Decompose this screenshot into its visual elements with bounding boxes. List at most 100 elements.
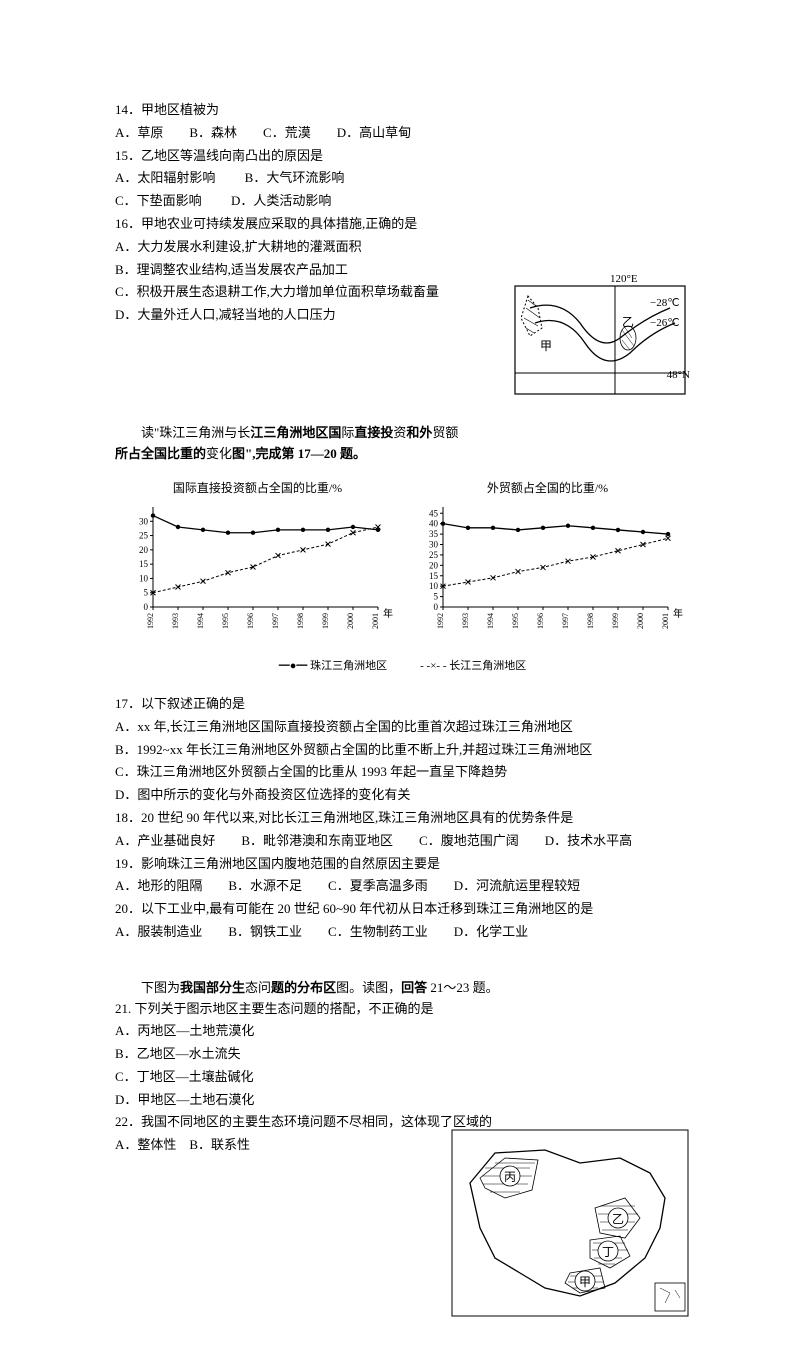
q21-stem: 21. 下列关于图示地区主要生态问题的搭配，不正确的是: [115, 999, 690, 1020]
svg-text:30: 30: [429, 539, 439, 549]
svg-text:25: 25: [429, 549, 439, 559]
isotherm-map: 120°E 48°N −28℃ −26℃ 甲 乙: [510, 268, 690, 405]
chart1-box: 国际直接投资额占全国的比重/% 302520151050199219931994…: [123, 479, 393, 643]
chart-legend: ━●━ 珠江三角洲地区 - -×- - 长江三角洲地区: [115, 658, 690, 676]
chart2-title: 外贸额占全国的比重/%: [413, 479, 683, 498]
svg-text:1994: 1994: [486, 613, 495, 629]
svg-text:1992: 1992: [146, 613, 155, 629]
svg-text:2001: 2001: [661, 613, 670, 629]
i1d: 直接投: [354, 425, 393, 440]
chart1-svg: 3025201510501992199319941995199619971998…: [123, 502, 393, 637]
svg-text:1997: 1997: [561, 613, 570, 629]
q16-stem: 16．甲地农业可持续发展应采取的具体措施,正确的是: [115, 214, 690, 235]
svg-text:1996: 1996: [536, 613, 545, 629]
map1-t2: −26℃: [650, 317, 680, 329]
map1-yi: 乙: [622, 315, 634, 329]
svg-text:1998: 1998: [586, 613, 595, 629]
map1-jia: 甲: [540, 339, 552, 353]
q18-options: A．产业基础良好 B．毗邻港澳和东南亚地区 C．腹地范围广阔 D．技术水平高: [115, 831, 690, 852]
map1-t1: −28℃: [650, 297, 680, 309]
china-map: 丙 乙 丁 甲: [450, 1128, 690, 1325]
svg-text:2000: 2000: [636, 613, 645, 629]
q15-opts-ab: A．太阳辐射影响 B．大气环流影响: [115, 168, 690, 189]
svg-text:1998: 1998: [296, 613, 305, 629]
i1e: 资: [393, 425, 406, 440]
svg-text:1993: 1993: [461, 613, 470, 629]
svg-text:15: 15: [429, 570, 439, 580]
map2-jia: 甲: [579, 1275, 591, 1289]
chart2-box: 外贸额占全国的比重/% 4540353025201510501992199319…: [413, 479, 683, 643]
q14-stem: 14．甲地区植被为: [115, 100, 690, 121]
q21-b: B．乙地区—水土流失: [115, 1044, 690, 1065]
svg-text:5: 5: [433, 591, 438, 601]
svg-text:1996: 1996: [246, 613, 255, 629]
legend-yrd: 长江三角洲地区: [449, 660, 526, 672]
svg-text:10: 10: [139, 573, 149, 583]
q15-c: C．下垫面影响: [115, 193, 202, 208]
svg-text:40: 40: [429, 518, 439, 528]
svg-text:1997: 1997: [271, 613, 280, 629]
i1a: 读"珠江三角洲与长: [115, 425, 250, 440]
svg-text:年: 年: [673, 607, 683, 620]
q19-stem: 19．影响珠江三角洲地区国内腹地范围的自然原因主要是: [115, 854, 690, 875]
svg-text:20: 20: [429, 560, 439, 570]
svg-text:1994: 1994: [196, 613, 205, 629]
q20-options: A．服装制造业 B．钢铁工业 C．生物制药工业 D．化学工业: [115, 922, 690, 943]
i2e: 的分布区: [284, 980, 336, 995]
svg-text:1999: 1999: [321, 613, 330, 629]
q15-stem: 15．乙地区等温线向南凸出的原因是: [115, 146, 690, 167]
i2c: 态问: [245, 980, 271, 995]
svg-text:25: 25: [139, 530, 149, 540]
q21-d: D．甲地区—土地石漠化: [115, 1090, 690, 1111]
svg-text:10: 10: [429, 581, 439, 591]
svg-text:2000: 2000: [346, 613, 355, 629]
q15-d: D．人类活动影响: [231, 193, 331, 208]
i2f: 图。读图，: [336, 980, 401, 995]
map2-yi: 乙: [612, 1212, 624, 1226]
svg-text:5: 5: [143, 587, 148, 597]
map1-lat: 48°N: [667, 369, 690, 381]
q17-d: D．图中所示的变化与外商投资区位选择的变化有关: [115, 785, 690, 806]
svg-text:2001: 2001: [371, 613, 380, 629]
chart1-title: 国际直接投资额占全国的比重/%: [123, 479, 393, 498]
charts-row: 国际直接投资额占全国的比重/% 302520151050199219931994…: [115, 479, 690, 643]
i2h: 21～23 题。: [427, 980, 499, 995]
svg-text:30: 30: [139, 516, 149, 526]
i1j: 图",完成第 17—20 题。: [232, 446, 366, 461]
q17-a: A．xx 年,长江三角洲地区国际直接投资额占全国的比重首次超过珠江三角洲地区: [115, 717, 690, 738]
svg-text:1995: 1995: [221, 613, 230, 629]
q17-stem: 17．以下叙述正确的是: [115, 694, 690, 715]
svg-text:1992: 1992: [436, 613, 445, 629]
i1g: 贸额: [432, 425, 458, 440]
q15-b: B．大气环流影响: [245, 170, 345, 185]
q17-b: B．1992~xx 年长江三角洲地区外贸额占全国的比重不断上升,并超过珠江三角洲…: [115, 740, 690, 761]
svg-text:15: 15: [139, 559, 149, 569]
q15-a: A．太阳辐射影响: [115, 170, 215, 185]
svg-text:年: 年: [383, 607, 393, 620]
q19-options: A．地形的阻隔 B．水源不足 C．夏季高温多雨 D．河流航运里程较短: [115, 876, 690, 897]
i1c: 际: [341, 425, 354, 440]
svg-text:35: 35: [429, 529, 439, 539]
q15-opts-cd: C．下垫面影响 D．人类活动影响: [115, 191, 690, 212]
i2d: 题: [271, 980, 284, 995]
svg-text:0: 0: [433, 602, 438, 612]
i1h: 所占全国比重的: [115, 446, 206, 461]
chart2-svg: 4540353025201510501992199319941995199619…: [413, 502, 683, 637]
q18-stem: 18．20 世纪 90 年代以来,对比长江三角洲地区,珠江三角洲地区具有的优势条…: [115, 808, 690, 829]
map1-lon: 120°E: [610, 273, 638, 285]
intro-21-23: 下图为我国部分生态问题的分布区图。读图，回答 21～23 题。: [115, 978, 690, 999]
map2-ding: 丁: [602, 1245, 614, 1259]
svg-text:1993: 1993: [171, 613, 180, 629]
i2b: 我国部分生: [180, 980, 245, 995]
q14-options: A．草原 B．森林 C．荒漠 D．高山草甸: [115, 123, 690, 144]
i2g: 回答: [401, 980, 427, 995]
q20-stem: 20．以下工业中,最有可能在 20 世纪 60~90 年代初从日本迁移到珠江三角…: [115, 899, 690, 920]
svg-text:1995: 1995: [511, 613, 520, 629]
svg-text:0: 0: [143, 602, 148, 612]
q21-a: A．丙地区—土地荒漠化: [115, 1021, 690, 1042]
map2-bing: 丙: [504, 1170, 516, 1184]
intro-17-20: 读"珠江三角洲与长江三角洲地区国际直接投资和外贸额 所占全国比重的变化图",完成…: [115, 423, 690, 465]
i2a: 下图为: [115, 980, 180, 995]
legend-prd: 珠江三角洲地区: [310, 660, 387, 672]
svg-text:1999: 1999: [611, 613, 620, 629]
